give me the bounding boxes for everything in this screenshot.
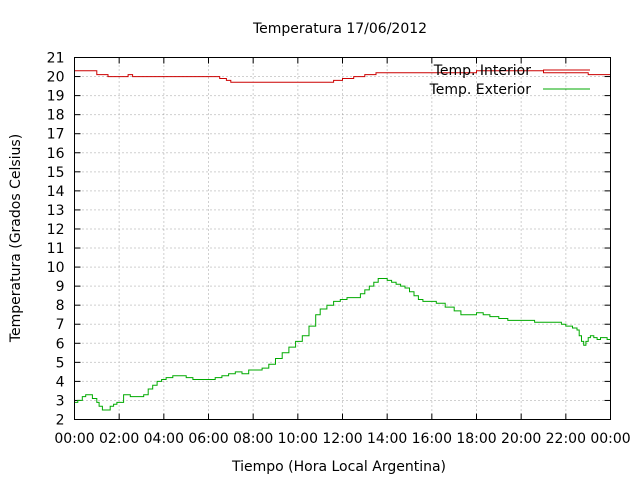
x-tick-label: 20:00 <box>501 431 541 447</box>
legend: Temp. Interior Temp. Exterior <box>429 63 590 98</box>
y-axis-label: Temperatura (Grados Celsius) <box>8 134 24 343</box>
y-tick-label: 7 <box>56 317 65 333</box>
x-tick-label: 18:00 <box>456 431 496 447</box>
x-tick-label: 04:00 <box>144 431 184 447</box>
series-line-temp-exterior <box>74 278 611 411</box>
y-tick-label: 6 <box>56 336 65 352</box>
y-tick-label: 13 <box>47 203 65 219</box>
legend-label: Temp. Interior <box>433 63 532 79</box>
y-tick-label: 15 <box>47 165 65 181</box>
x-tick-label: 02:00 <box>99 431 139 447</box>
y-tick-label: 8 <box>56 298 65 314</box>
x-axis-label: Tiempo (Hora Local Argentina) <box>231 459 446 475</box>
x-tick-label: 12:00 <box>322 431 362 447</box>
y-tick-label: 12 <box>47 222 65 238</box>
y-tick-label: 3 <box>56 393 65 409</box>
x-tick-label: 00:00 <box>590 431 630 447</box>
y-tick-label: 10 <box>47 260 65 276</box>
y-tick-label: 16 <box>47 146 65 162</box>
y-tick-label: 2 <box>56 413 65 429</box>
x-tick-label: 00:00 <box>54 431 94 447</box>
y-tick-label: 5 <box>56 355 65 371</box>
y-tick-label: 14 <box>47 184 65 200</box>
x-tick-label: 08:00 <box>233 431 273 447</box>
chart-title: Temperatura 17/06/2012 <box>252 21 427 37</box>
y-tick-label: 9 <box>56 279 65 295</box>
x-tick-label: 22:00 <box>546 431 586 447</box>
y-tick-label: 18 <box>47 108 65 124</box>
x-tick-label: 16:00 <box>412 431 452 447</box>
y-tick-label: 19 <box>47 89 65 105</box>
legend-label: Temp. Exterior <box>429 82 532 98</box>
series-line-temp-interior <box>74 70 611 83</box>
axis-ticks: 2 3 4 5 6 7 8 9 10 11 12 13 14 15 16 17 18 19 20 21 00:00 02:… <box>47 51 631 448</box>
plot-frame <box>74 57 611 420</box>
grid-lines <box>74 57 611 420</box>
y-tick-label: 21 <box>47 51 65 67</box>
y-tick-label: 4 <box>56 374 65 390</box>
series-lines <box>74 70 611 411</box>
y-tick-label: 20 <box>47 70 65 86</box>
x-tick-label: 06:00 <box>188 431 228 447</box>
x-tick-label: 10:00 <box>278 431 318 447</box>
y-tick-label: 17 <box>47 127 65 143</box>
x-tick-label: 14:00 <box>367 431 407 447</box>
y-tick-label: 11 <box>47 241 65 257</box>
